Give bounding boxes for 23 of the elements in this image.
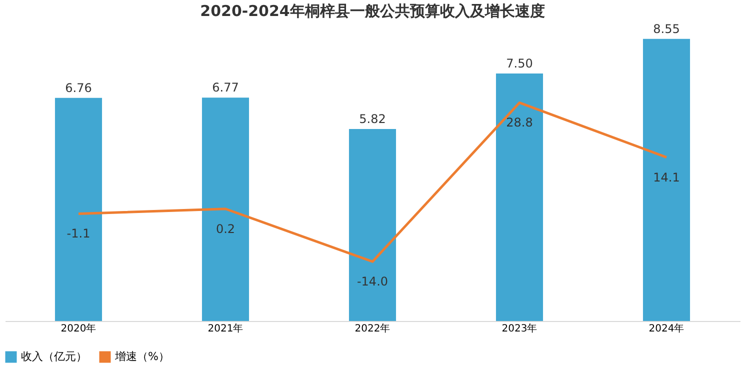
data-label: 6.76 xyxy=(65,80,92,95)
data-label: 7.50 xyxy=(506,56,533,70)
bar xyxy=(54,98,102,321)
legend-label: 收入（亿元） xyxy=(21,350,87,363)
data-label: 14.1 xyxy=(653,170,680,184)
chart-title: 2020-2024年桐梓县一般公共预算收入及增长速度 xyxy=(200,2,545,20)
x-tick-label: 2020年 xyxy=(60,322,96,334)
data-label: -14.0 xyxy=(356,274,388,289)
bar xyxy=(202,98,250,321)
data-label: -1.1 xyxy=(66,226,90,241)
data-label: 6.77 xyxy=(212,80,239,95)
bar xyxy=(348,128,396,321)
bar xyxy=(496,74,544,321)
x-tick-label: 2024年 xyxy=(648,322,684,334)
data-label: 5.82 xyxy=(359,112,386,126)
legend-label: 增速（%） xyxy=(114,350,170,363)
data-label: 8.55 xyxy=(653,22,680,36)
bar xyxy=(642,38,690,321)
data-label: 28.8 xyxy=(506,116,533,130)
data-label: 0.2 xyxy=(216,222,236,236)
x-tick-label: 2022年 xyxy=(354,322,390,334)
x-tick-label: 2021年 xyxy=(208,322,244,334)
x-tick-label: 2023年 xyxy=(502,322,538,334)
